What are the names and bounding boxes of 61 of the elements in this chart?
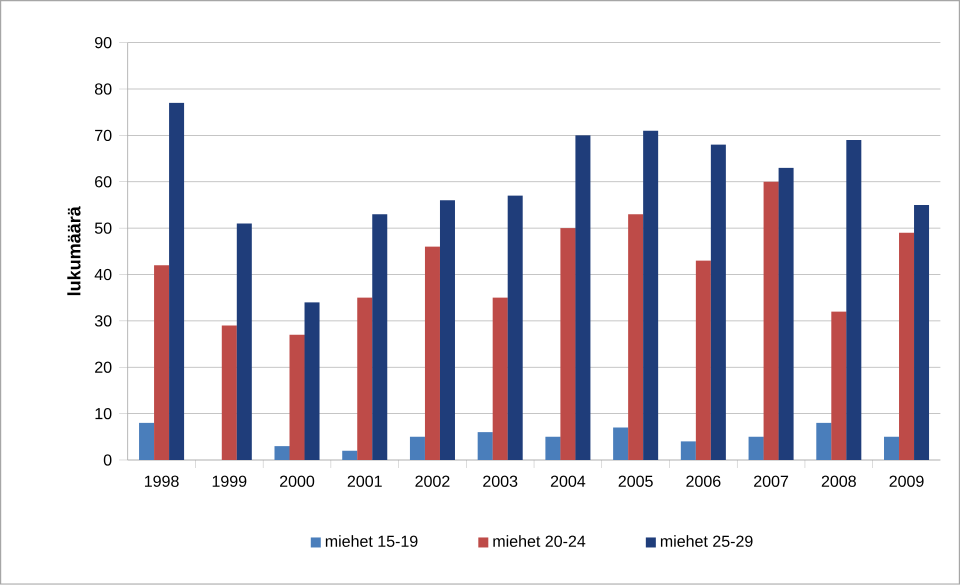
y-tick-label: 60	[95, 176, 112, 188]
y-tick-label: 20	[95, 362, 112, 374]
bar	[342, 450, 358, 460]
x-tick-label: 2008	[822, 476, 856, 488]
y-tick-label: 50	[94, 222, 112, 234]
x-tick-label: 2009	[890, 476, 924, 488]
bar	[169, 103, 184, 460]
y-tick-label: 80	[94, 84, 112, 95]
bar	[410, 436, 425, 460]
legend-label: miehet 20-24	[493, 535, 586, 548]
bar	[440, 200, 455, 460]
bar	[154, 265, 170, 460]
x-tick-label: 2004	[550, 476, 586, 488]
bar	[424, 246, 440, 460]
bar	[290, 334, 305, 460]
x-tick-label: 2007	[754, 476, 788, 488]
bar	[545, 436, 560, 460]
bar	[357, 298, 372, 460]
y-tick-label: 90	[95, 37, 112, 48]
bar	[613, 428, 628, 460]
bar	[696, 260, 711, 460]
bar	[575, 136, 590, 460]
bar	[139, 423, 154, 460]
x-tick-label: 2000	[280, 476, 314, 488]
bar	[899, 232, 914, 460]
x-tick-label: 2002	[415, 476, 450, 488]
y-tick-label: 10	[96, 408, 112, 420]
bar	[628, 214, 644, 460]
y-axis-title: lukumäärä	[67, 206, 81, 296]
bar	[748, 436, 764, 460]
x-tick-label: 2003	[483, 476, 518, 488]
bar	[778, 168, 794, 460]
bar	[680, 442, 696, 460]
y-tick-label: 0	[104, 454, 112, 466]
x-tick-label: 2006	[686, 476, 720, 488]
bar	[831, 312, 846, 460]
x-tick-label: 2001	[348, 476, 382, 488]
x-tick-label: 1999	[212, 476, 246, 488]
bar	[914, 205, 930, 460]
y-tick-label: 30	[94, 315, 112, 327]
bar	[884, 436, 900, 460]
bar	[372, 214, 388, 460]
bar	[846, 140, 862, 460]
y-tick-label: 40	[94, 268, 112, 280]
legend-label: miehet 15-19	[326, 535, 418, 548]
bar	[710, 144, 726, 460]
bar	[816, 423, 832, 460]
bar	[492, 298, 508, 460]
bar	[764, 182, 779, 460]
bar	[274, 446, 290, 460]
bar	[478, 432, 493, 460]
y-tick-label: 70	[95, 130, 112, 142]
bar	[560, 228, 576, 460]
legend-label: miehet 25-29	[660, 535, 753, 548]
bar	[508, 196, 523, 460]
bar	[643, 130, 658, 460]
x-tick-label: 2005	[618, 476, 653, 488]
bar	[304, 302, 320, 460]
bar	[222, 326, 237, 460]
bar	[236, 224, 252, 460]
x-tick-label: 1998	[144, 476, 179, 488]
